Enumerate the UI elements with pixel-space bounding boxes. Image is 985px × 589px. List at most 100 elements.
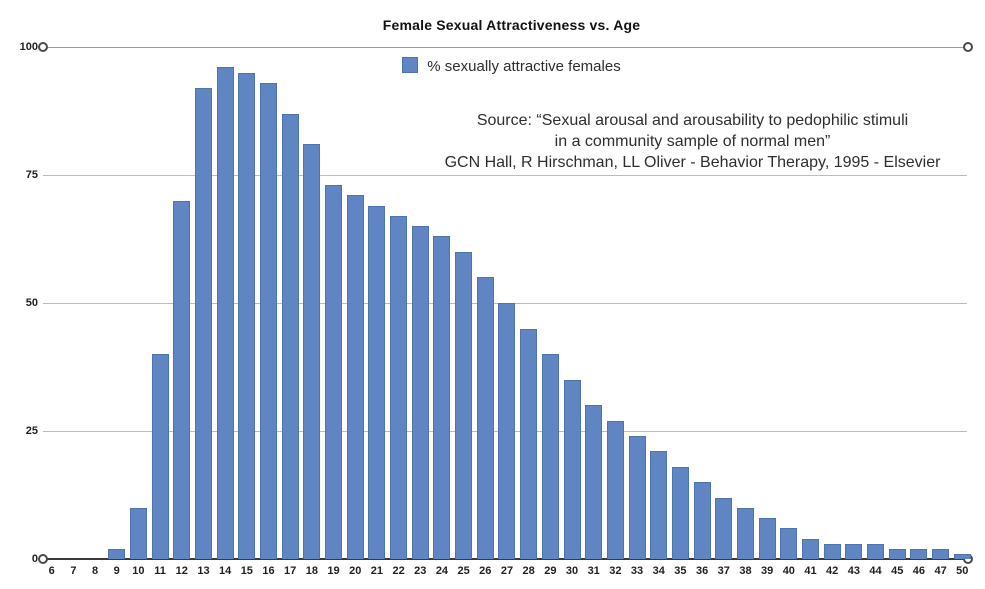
x-tick-label-24: 24 xyxy=(435,565,449,577)
x-tick-label-25: 25 xyxy=(457,565,470,577)
x-tick-label-45: 45 xyxy=(891,565,904,577)
bar-age-11 xyxy=(151,354,169,559)
x-tick-label-11: 11 xyxy=(154,565,166,577)
x-tick-label-9: 9 xyxy=(113,565,120,577)
x-tick-label-15: 15 xyxy=(240,565,253,577)
y-tick-label-100: 100 xyxy=(19,41,38,53)
bar-age-9 xyxy=(108,548,126,559)
x-tick-label-16: 16 xyxy=(262,565,275,577)
bar-age-29 xyxy=(541,354,559,559)
bar-age-27 xyxy=(498,303,516,559)
bar-age-30 xyxy=(563,379,581,559)
x-tick-label-31: 31 xyxy=(587,565,600,577)
source-line-2: in a community sample of normal men” xyxy=(554,133,831,150)
x-tick-label-29: 29 xyxy=(544,565,557,577)
bar-age-39 xyxy=(758,518,776,559)
x-tick-label-34: 34 xyxy=(652,565,665,577)
chart-title: Female Sexual Attractiveness vs. Age xyxy=(382,17,641,33)
x-tick-label-12: 12 xyxy=(175,565,188,577)
x-tick-label-8: 8 xyxy=(91,565,99,577)
x-tick-label-27: 27 xyxy=(500,565,514,577)
x-tick-label-35: 35 xyxy=(674,565,687,577)
x-tick-label-13: 13 xyxy=(197,565,210,577)
y-tick-label-25: 25 xyxy=(25,425,38,437)
x-tick-label-36: 36 xyxy=(695,565,709,577)
bar-age-34 xyxy=(650,451,668,559)
bar-age-14 xyxy=(216,67,234,559)
x-tick-label-43: 43 xyxy=(847,565,860,577)
x-tick-label-42: 42 xyxy=(826,565,839,577)
x-tick-label-32: 32 xyxy=(609,565,622,577)
bar-age-46 xyxy=(910,548,928,559)
bar-age-45 xyxy=(888,548,906,559)
x-tick-label-6: 6 xyxy=(48,565,55,577)
bar-age-23 xyxy=(411,226,429,559)
bar-age-13 xyxy=(194,87,212,559)
axis-endpoint-circle xyxy=(962,42,973,52)
x-tick-label-22: 22 xyxy=(392,565,405,577)
bar-age-33 xyxy=(628,436,646,559)
bar-age-15 xyxy=(238,72,256,559)
x-tick-label-21: 21 xyxy=(370,565,384,577)
bar-age-36 xyxy=(693,482,711,559)
source-citation: Source: “Sexual arousal and arousability… xyxy=(405,110,980,173)
bar-age-26 xyxy=(476,277,494,559)
bar-age-35 xyxy=(671,466,689,559)
x-tick-label-50: 50 xyxy=(956,565,969,577)
x-tick-label-18: 18 xyxy=(305,565,318,577)
y-tick-label-0: 0 xyxy=(31,553,38,565)
x-tick-label-28: 28 xyxy=(522,565,535,577)
x-tick-label-37: 37 xyxy=(717,565,730,577)
bar-age-17 xyxy=(281,113,299,559)
x-tick-label-17: 17 xyxy=(284,565,297,577)
source-line-1: Source: “Sexual arousal and arousability… xyxy=(476,112,909,129)
x-tick-label-23: 23 xyxy=(414,565,427,577)
bar-age-38 xyxy=(736,507,754,559)
bar-age-28 xyxy=(520,328,538,559)
y-tick-label-50: 50 xyxy=(25,297,38,309)
source-line-3: GCN Hall, R Hirschman, LL Oliver - Behav… xyxy=(444,154,941,171)
gridline-100 xyxy=(43,46,967,48)
bar-age-21 xyxy=(368,205,386,559)
bar-age-24 xyxy=(433,236,451,559)
x-tick-label-7: 7 xyxy=(70,565,77,577)
bar-age-31 xyxy=(585,405,603,559)
bar-age-18 xyxy=(303,144,321,559)
axis-endpoint-circle xyxy=(37,42,48,52)
bar-age-43 xyxy=(845,543,863,559)
y-tick-label-75: 75 xyxy=(25,169,38,181)
x-tick-label-47: 47 xyxy=(934,565,947,577)
bar-age-22 xyxy=(390,215,408,559)
bar-age-32 xyxy=(606,420,624,559)
legend: % sexually attractive females xyxy=(40,57,983,75)
x-tick-label-26: 26 xyxy=(479,565,492,577)
bar-age-20 xyxy=(346,195,364,559)
x-tick-label-38: 38 xyxy=(739,565,752,577)
x-tick-label-40: 40 xyxy=(782,565,795,577)
x-tick-label-19: 19 xyxy=(327,565,340,577)
legend-swatch-icon xyxy=(402,57,419,73)
x-tick-label-33: 33 xyxy=(630,565,644,577)
bar-age-16 xyxy=(260,82,277,559)
x-tick-label-39: 39 xyxy=(761,565,774,577)
axis-endpoint-circle xyxy=(37,554,48,564)
bar-age-50 xyxy=(953,553,971,559)
x-tick-label-46: 46 xyxy=(912,565,926,577)
bar-age-40 xyxy=(780,528,798,559)
bar-age-19 xyxy=(325,185,343,559)
x-tick-label-41: 41 xyxy=(804,565,817,577)
bar-age-10 xyxy=(129,507,147,559)
x-tick-label-44: 44 xyxy=(869,565,882,577)
bar-age-12 xyxy=(173,200,191,559)
x-tick-label-30: 30 xyxy=(565,565,579,577)
bar-age-25 xyxy=(455,251,473,559)
gridline-75 xyxy=(43,174,967,176)
x-tick-label-10: 10 xyxy=(132,565,145,577)
x-tick-label-20: 20 xyxy=(349,565,362,577)
bar-age-47 xyxy=(932,548,950,559)
legend-label: % sexually attractive females xyxy=(427,58,621,75)
gridline-0 xyxy=(43,558,967,560)
bar-age-37 xyxy=(715,497,733,559)
bar-age-44 xyxy=(867,543,885,559)
